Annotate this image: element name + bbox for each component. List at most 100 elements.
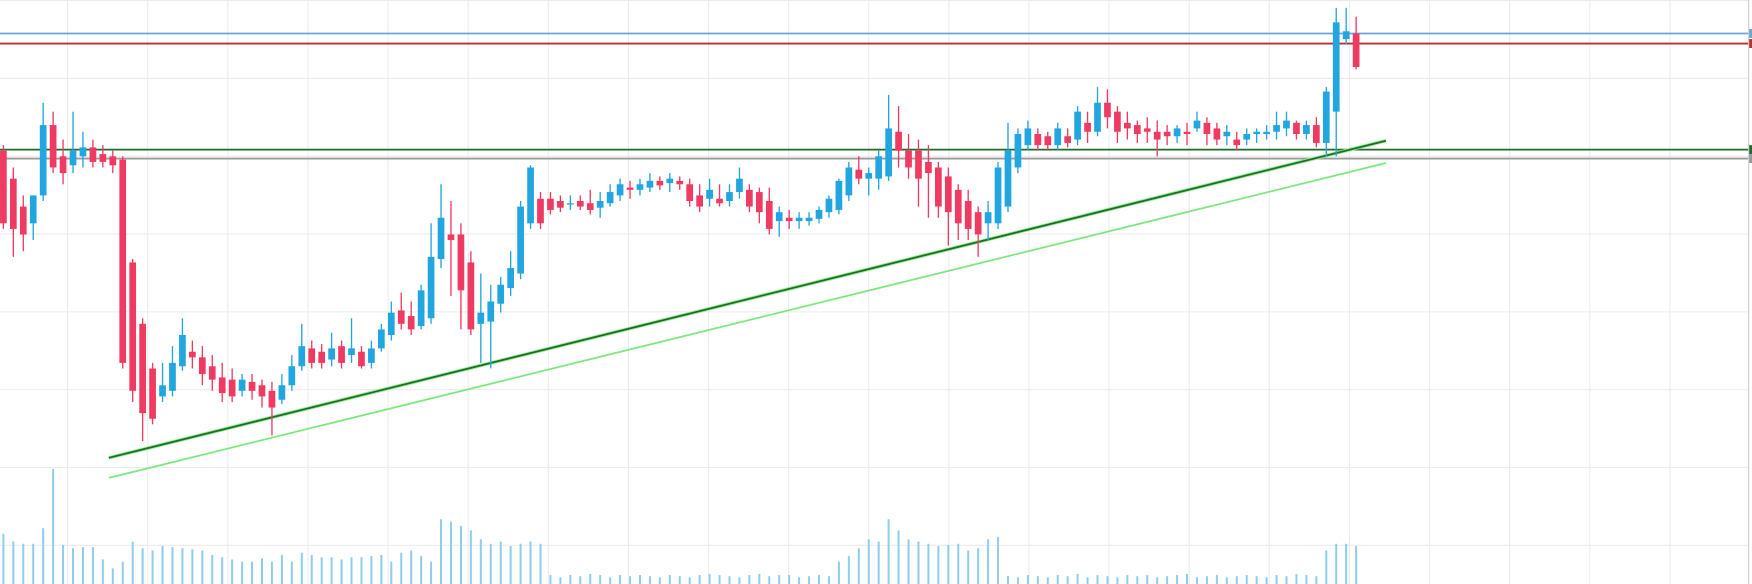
candle-body [427, 256, 435, 319]
candle-body [984, 212, 992, 224]
candle-body [447, 234, 455, 241]
candle-body [935, 167, 942, 207]
volume-bar [1016, 577, 1019, 584]
trendline [108, 139, 1387, 459]
volume-bar [519, 543, 522, 584]
candle-body [606, 192, 614, 204]
volume-bar [629, 576, 632, 584]
volume-bar [1295, 573, 1298, 584]
candle-body [278, 385, 286, 400]
candle-body [1332, 22, 1340, 112]
volume-bar [330, 557, 333, 584]
volume-bar [1046, 577, 1049, 584]
candle-body [39, 125, 47, 196]
volume-bar [211, 554, 214, 584]
volume-bar [340, 559, 343, 584]
volume-bar [360, 557, 363, 584]
volume-bar [1166, 576, 1169, 584]
candle-body [964, 200, 972, 229]
volume-bar [1056, 575, 1059, 584]
candle-body [1293, 122, 1300, 134]
volume-bar [499, 541, 502, 584]
volume-bar [997, 537, 1000, 584]
candle-body [1253, 131, 1261, 134]
volume-bar [201, 550, 204, 584]
volume-bar [947, 544, 950, 584]
volume-bar [1086, 577, 1089, 584]
candle-body [1133, 125, 1141, 134]
volume-bar [569, 575, 572, 584]
volume-bar [251, 561, 254, 584]
volume-bar [72, 548, 75, 584]
candle-body [1303, 125, 1310, 134]
volume-bar [260, 558, 263, 584]
volume-bar [648, 576, 651, 584]
candle-body [855, 169, 863, 179]
candle-body [557, 200, 564, 208]
candle-body [59, 156, 67, 174]
volume-bar [778, 575, 781, 584]
candle-body [348, 348, 355, 356]
volume-bar [589, 573, 592, 584]
volume-bar [400, 552, 403, 584]
volume-bar [529, 541, 532, 584]
candle-body [1123, 122, 1131, 129]
volume-bar [609, 577, 612, 584]
candle-body [248, 381, 256, 391]
candle-body [258, 385, 266, 397]
volume-bar [877, 541, 880, 584]
candle-body [994, 167, 1002, 224]
price-level-tag [1748, 29, 1752, 38]
candle-body [99, 154, 107, 162]
volume-bar [788, 575, 791, 584]
candle-body [477, 312, 485, 324]
price-level-tag [1748, 39, 1752, 49]
volume-bar [1275, 575, 1278, 584]
candle-body [925, 161, 932, 174]
candle-body [537, 198, 544, 224]
volume-bar [22, 543, 25, 584]
volume-bar [81, 547, 84, 584]
candle-body [547, 198, 554, 210]
candle-body [129, 262, 137, 391]
volume-bar [1315, 576, 1318, 584]
candle-body [527, 167, 534, 224]
candle-body [1014, 133, 1022, 168]
volume-bar [1106, 576, 1109, 584]
volume-bar [748, 575, 751, 584]
candle-body [119, 159, 127, 363]
candle-body [825, 198, 833, 213]
volume-bar [837, 561, 840, 584]
volume-bar [678, 576, 681, 584]
candle-body [1223, 131, 1231, 137]
volume-bar [420, 556, 423, 584]
candle-body [706, 189, 713, 199]
candle-body [765, 200, 773, 229]
volume-bar [1335, 543, 1338, 584]
candle-body [288, 366, 296, 386]
volume-bar [967, 550, 970, 584]
candle-body [915, 150, 922, 179]
candle-body [815, 209, 823, 219]
volume-bar [1215, 575, 1218, 584]
volume-bar [1026, 575, 1029, 584]
volume-bar [1176, 575, 1179, 584]
volume-bar [1235, 576, 1238, 584]
volume-bar [1006, 576, 1009, 584]
volume-bar [231, 559, 234, 584]
candle-body [1024, 128, 1032, 146]
volume-bar [1245, 575, 1248, 584]
candle-body [1233, 139, 1241, 146]
candle-body [885, 128, 892, 177]
volume-bar [668, 575, 671, 584]
candle-body [775, 212, 783, 222]
candle-body [507, 267, 515, 289]
candle-body [238, 379, 246, 391]
candle-body [1054, 128, 1062, 146]
volume-bar [300, 552, 303, 584]
volume-bar [1146, 575, 1149, 584]
candle-body [407, 316, 415, 330]
candle-body [576, 200, 584, 207]
